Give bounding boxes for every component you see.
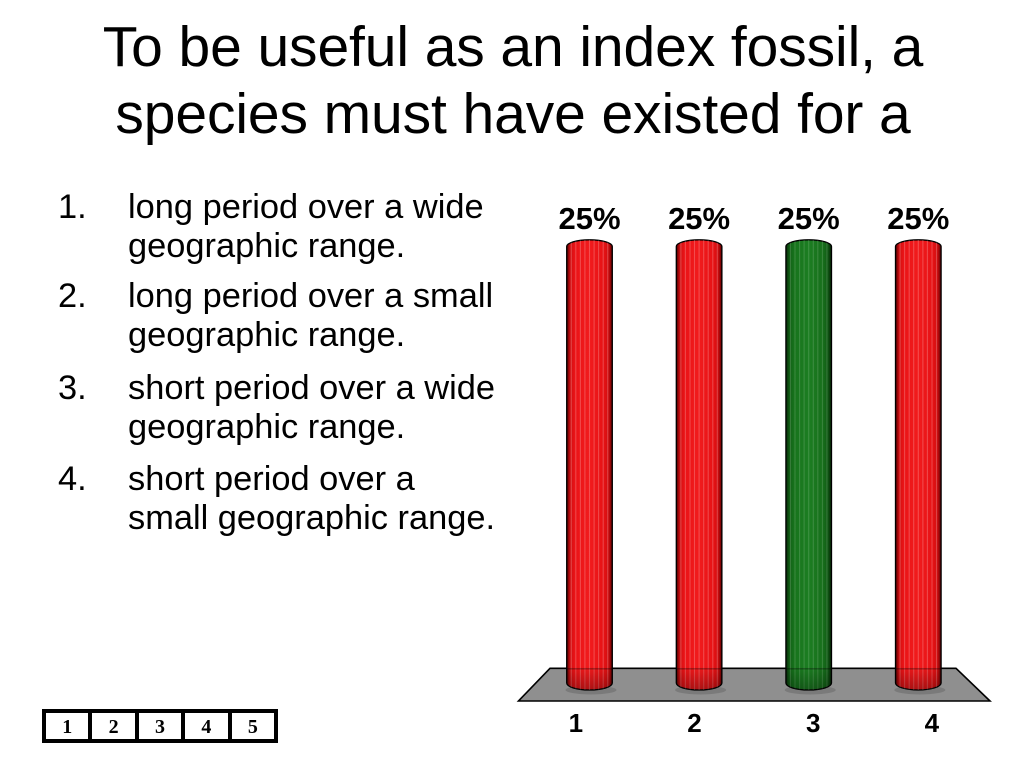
svg-text:1: 1 xyxy=(569,708,583,738)
svg-text:2: 2 xyxy=(687,708,701,738)
svg-text:25%: 25% xyxy=(778,201,840,236)
svg-text:25%: 25% xyxy=(887,201,949,236)
svg-text:4: 4 xyxy=(925,708,940,738)
svg-text:3: 3 xyxy=(806,708,820,738)
svg-text:25%: 25% xyxy=(668,201,730,236)
svg-text:25%: 25% xyxy=(558,201,620,236)
